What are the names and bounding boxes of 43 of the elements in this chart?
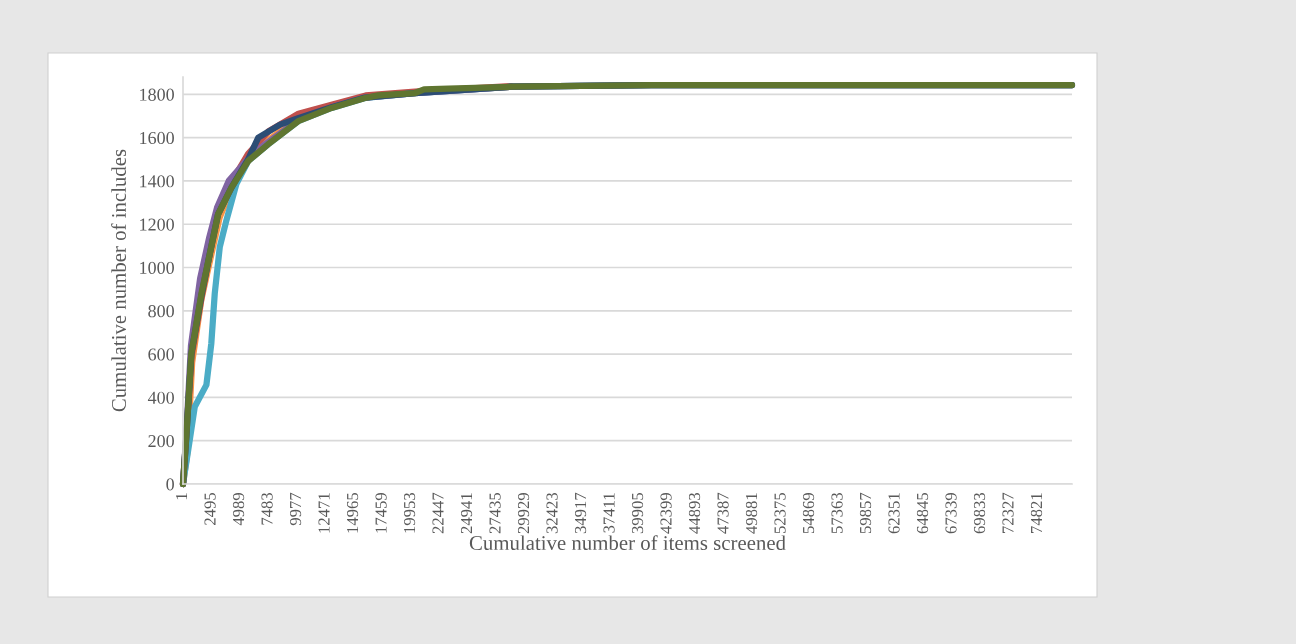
x-tick-label: 64845 [916, 492, 929, 534]
x-tick-label: 17459 [375, 493, 387, 533]
x-tick-label: 32423 [546, 492, 558, 534]
x-tick-label: 67339 [945, 493, 957, 534]
x-tick-label: 44893 [688, 492, 701, 534]
x-tick-label: 7483 [261, 492, 273, 525]
y-tick-label: 200 [148, 434, 174, 448]
x-tick-label: 39905 [631, 492, 644, 534]
x-tick-label: 62351 [888, 493, 900, 534]
x-tick-label: 47387 [717, 492, 729, 534]
x-tick-label: 52375 [774, 492, 786, 534]
x-tick-label: 22447 [432, 492, 444, 534]
x-tick-label: 2495 [204, 492, 216, 525]
x-tick-label: 49881 [745, 493, 758, 534]
x-tick-label: 54869 [802, 493, 815, 534]
x-tick-label: 37411 [603, 493, 615, 533]
y-tick-label: 0 [166, 478, 174, 491]
x-tick-label: 57363 [831, 492, 843, 534]
x-tick-label: 4989 [232, 493, 245, 526]
y-tick-label: 1200 [140, 218, 174, 231]
y-tick-label: 800 [148, 305, 174, 318]
x-axis-title: Cumulative number of items screened [469, 535, 786, 551]
x-tick-label: 12471 [318, 493, 330, 533]
x-tick-label: 19953 [403, 492, 416, 533]
x-tick-label: 72327 [1002, 492, 1014, 533]
x-tick-label: 24941 [460, 493, 473, 534]
y-tick-label: 1400 [140, 175, 174, 188]
y-tick-label: 1600 [140, 131, 174, 145]
x-tick-label: 1 [176, 493, 188, 500]
x-tick-label: 74821 [1030, 493, 1043, 533]
x-tick-label: 29929 [517, 493, 530, 534]
x-tick-label: 59857 [859, 492, 872, 534]
y-tick-label: 600 [148, 348, 174, 361]
x-tick-label: 42399 [660, 493, 672, 534]
x-tick-label: 9977 [289, 492, 302, 526]
y-tick-label: 1000 [140, 261, 174, 274]
y-axis-title: Cumulative number of includes [111, 149, 126, 412]
x-tick-label: 27435 [489, 492, 501, 534]
y-tick-label: 400 [147, 391, 174, 404]
y-tick-label: 1800 [140, 88, 174, 101]
x-tick-label: 69833 [973, 492, 986, 534]
x-tick-label: 34917 [574, 492, 587, 534]
x-tick-label: 14965 [346, 492, 359, 533]
